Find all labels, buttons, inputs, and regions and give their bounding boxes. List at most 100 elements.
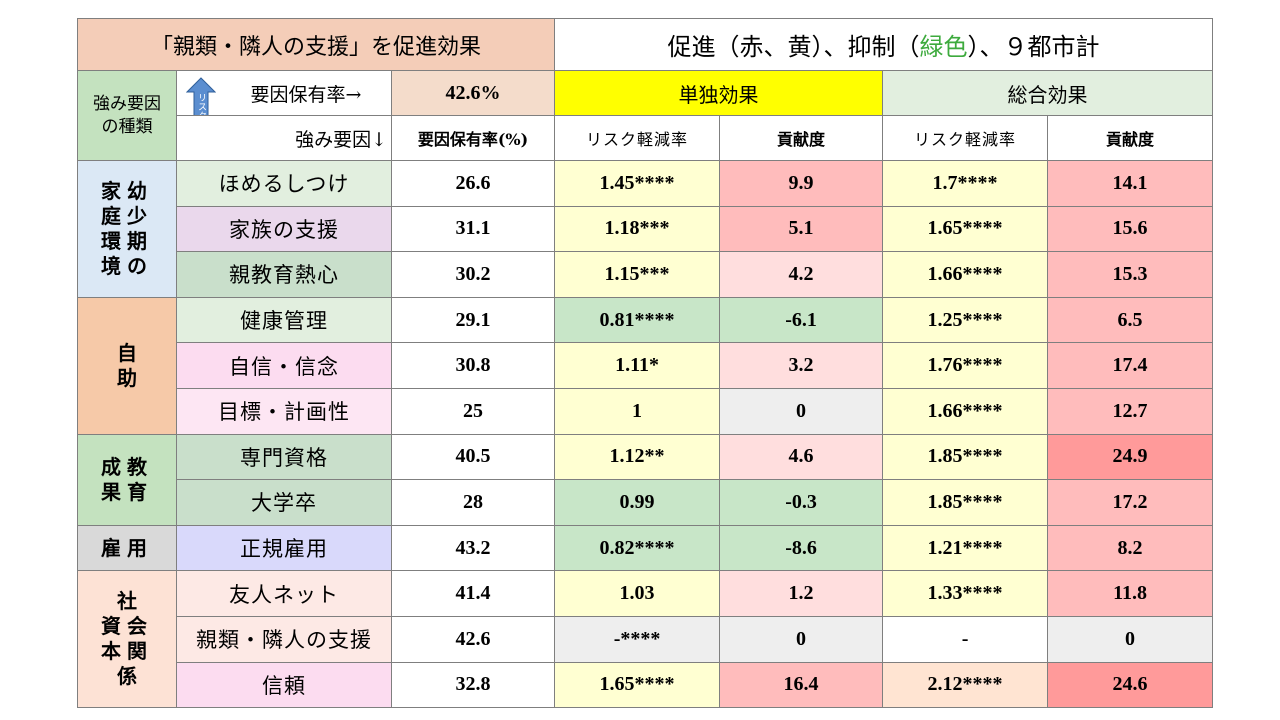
kind-label-1: 強み要因 <box>93 93 161 114</box>
contrib-total-cell: 15.6 <box>1047 205 1214 253</box>
risk-single-cell: 1.15*** <box>554 251 721 298</box>
holding-rate-cell: 29.1 <box>390 296 556 344</box>
risk-single-cell: -**** <box>554 615 721 663</box>
risk-single-cell: 1.11* <box>554 342 721 389</box>
contrib-single-cell: 4.2 <box>719 251 884 298</box>
risk-single-cell: 1.12** <box>554 433 721 481</box>
contrib-single-cell: 5.1 <box>719 205 884 253</box>
factor-cell: 専門資格 <box>176 433 392 481</box>
contrib-single-cell: -8.6 <box>719 524 884 572</box>
holding-rate-value: 42.6% <box>390 70 556 116</box>
risk-single-cell: 1.45**** <box>554 160 721 207</box>
category-line: 成教 <box>101 454 153 479</box>
col-contrib-total: 貢献度 <box>1047 115 1214 161</box>
kind-header: 強み要因 の種類 <box>77 70 177 161</box>
risk-total-cell: 1.66**** <box>882 387 1049 435</box>
table-row: 社資会 本関係友人ネット 41.4 1.03 1.2 1.33**** 11.8 <box>77 570 1214 709</box>
contrib-total-cell: 11.8 <box>1047 570 1214 617</box>
single-effect-header: 単独効果 <box>554 70 884 116</box>
category-line: 庭少 <box>101 203 153 228</box>
risk-total-cell: 1.21**** <box>882 524 1049 572</box>
col-holding-rate: 要因保有率(%) <box>390 115 556 161</box>
holding-rate-label-cell: リスク軽減 要因保有率→ <box>176 70 392 116</box>
contrib-total-cell: 17.4 <box>1047 342 1214 389</box>
risk-total-cell: 1.33**** <box>882 570 1049 617</box>
contrib-total-cell: 8.2 <box>1047 524 1214 572</box>
contrib-single-cell: 0 <box>719 615 884 663</box>
kind-label-2: の種類 <box>101 116 153 137</box>
table-row: 家幼 庭少 環期 境の ほめるしつけ 26.6 1.45**** 9.9 1.7**** 14.1 <box>77 160 1214 298</box>
legend-title: 促進（赤、黄）、抑制（緑色）、９都市計 <box>554 18 1214 71</box>
strength-label: 強み要因↓ <box>176 115 392 161</box>
risk-single-cell: 1 <box>554 387 721 435</box>
risk-total-cell: 1.76**** <box>882 342 1049 389</box>
factor-cell: ほめるしつけ <box>176 160 392 207</box>
category-cell: 家幼 庭少 環期 境の <box>77 160 177 298</box>
holding-rate-cell: 30.2 <box>390 251 556 298</box>
category-cell: 社資会 本関係 <box>77 570 177 709</box>
category-line: 環期 <box>101 228 153 253</box>
holding-rate-cell: 40.5 <box>390 433 556 481</box>
contrib-single-cell: 16.4 <box>719 661 884 709</box>
contrib-single-cell: 9.9 <box>719 160 884 207</box>
contrib-total-cell: 0 <box>1047 615 1214 663</box>
factor-cell: 健康管理 <box>176 296 392 344</box>
contrib-total-cell: 15.3 <box>1047 251 1214 298</box>
risk-total-cell: 1.85**** <box>882 433 1049 481</box>
factor-cell: 親教育熱心 <box>176 251 392 298</box>
holding-rate-cell: 32.8 <box>390 661 556 709</box>
risk-total-cell: 1.7**** <box>882 160 1049 207</box>
table-body: 家幼 庭少 環期 境の ほめるしつけ 26.6 1.45**** 9.9 1.7**** 14.1… <box>77 160 1214 709</box>
col-risk-total: リスク軽減率 <box>882 115 1049 161</box>
risk-total-cell: 1.25**** <box>882 296 1049 344</box>
factor-cell: 自信・信念 <box>176 342 392 389</box>
category-line: 本関 <box>101 639 153 664</box>
risk-arrow-text: リスク軽減 <box>196 93 206 116</box>
category-line: 係 <box>117 664 137 689</box>
table-row: 親類・隣人の支援 42.6 -**** 0-0 <box>78 615 1214 663</box>
category-line: 果育 <box>101 479 153 504</box>
contrib-total-cell: 24.9 <box>1047 433 1214 481</box>
factor-cell: 信頼 <box>176 661 392 709</box>
table-row: 目標・計画性 25 1 0 1.66**** 12.7 <box>78 387 1214 435</box>
factor-cell: 親類・隣人の支援 <box>176 615 392 663</box>
table-row: 親教育熱心 30.2 1.15*** 4.2 1.66**** 15.3 <box>78 251 1214 298</box>
total-effect-header: 総合効果 <box>882 70 1214 116</box>
category-line: 助 <box>117 365 137 390</box>
contrib-total-cell: 24.6 <box>1047 661 1214 709</box>
contrib-total-cell: 14.1 <box>1047 160 1214 207</box>
risk-single-cell: 1.65**** <box>554 661 721 709</box>
col-risk-single: リスク軽減率 <box>554 115 721 161</box>
contrib-total-cell: 17.2 <box>1047 479 1214 526</box>
contrib-single-cell: -0.3 <box>719 479 884 526</box>
category-line: 雇用 <box>101 535 153 560</box>
contrib-single-cell: 1.2 <box>719 570 884 617</box>
category-line: 自 <box>117 340 137 365</box>
factor-cell: 正規雇用 <box>176 524 392 572</box>
holding-rate-label: 要因保有率→ <box>250 83 362 106</box>
legend-prefix: 促進（赤、黄）、抑制（ <box>667 33 920 61</box>
risk-arrow-icon: リスク軽減 <box>185 77 217 116</box>
risk-total-cell: - <box>882 615 1049 663</box>
table-row: 大学卒 28 0.99 -0.3 1.85**** 17.2 <box>78 479 1214 526</box>
holding-rate-cell: 25 <box>390 387 556 435</box>
contrib-single-cell: -6.1 <box>719 296 884 344</box>
contrib-single-cell: 3.2 <box>719 342 884 389</box>
factor-cell: 目標・計画性 <box>176 387 392 435</box>
category-cell: 雇用 <box>77 524 177 572</box>
holding-rate-cell: 31.1 <box>390 205 556 253</box>
holding-rate-cell: 30.8 <box>390 342 556 389</box>
table-row: 成教 果育 専門資格 40.5 1.12** 4.6 1.85**** 24.9 <box>77 433 1214 526</box>
risk-total-cell: 1.85**** <box>882 479 1049 526</box>
effects-table: 「親類・隣人の支援」を促進効果 促進（赤、黄）、抑制（緑色）、９都市計 強み要因… <box>76 18 1214 709</box>
category-cell: 成教 果育 <box>77 433 177 526</box>
holding-rate-cell: 42.6 <box>390 615 556 663</box>
category-line: 社 <box>117 589 137 614</box>
category-line: 境の <box>101 253 153 278</box>
table-row: 雇用 正規雇用 43.2 0.82**** -8.6 1.21**** 8.2 <box>77 524 1214 572</box>
contrib-single-cell: 0 <box>719 387 884 435</box>
risk-total-cell: 1.65**** <box>882 205 1049 253</box>
legend-green: 緑色 <box>919 33 968 61</box>
factor-cell: 家族の支援 <box>176 205 392 253</box>
holding-rate-cell: 26.6 <box>390 160 556 207</box>
